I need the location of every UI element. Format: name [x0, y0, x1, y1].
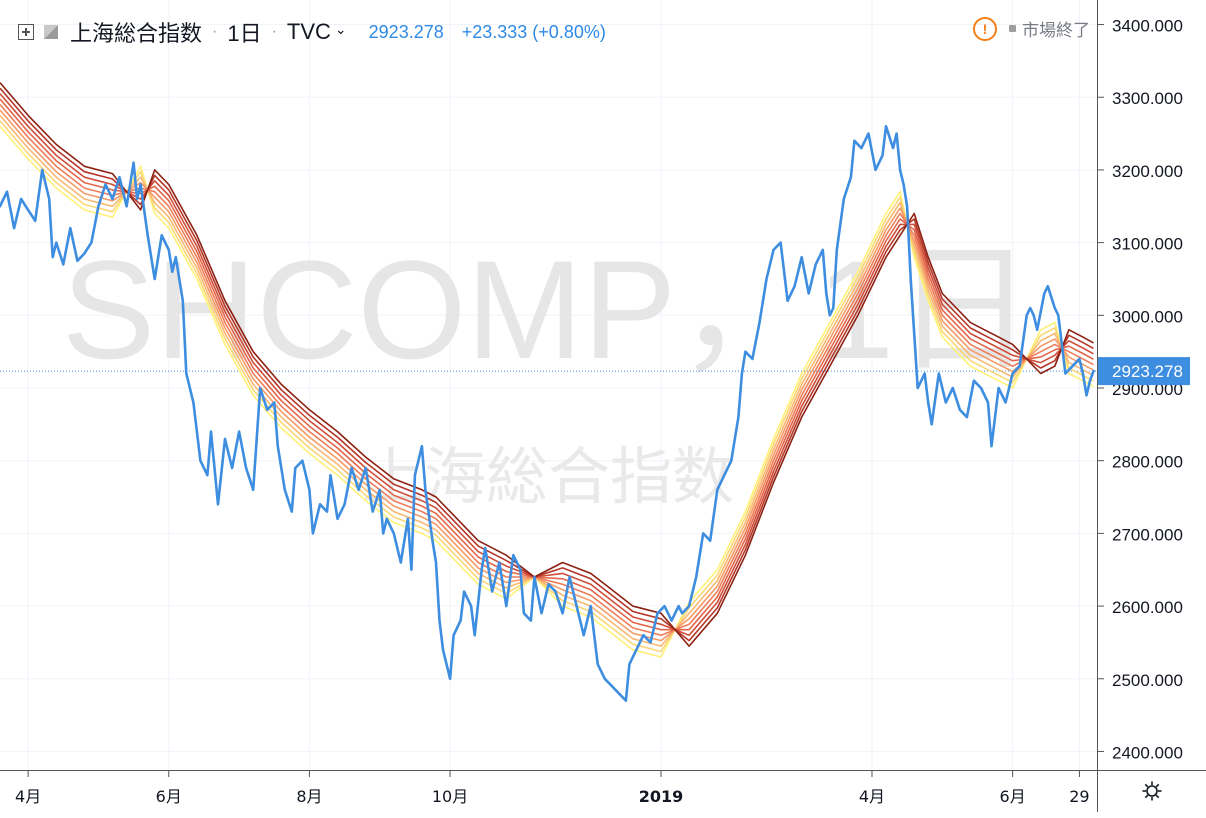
time-tick-label: 10月	[432, 787, 468, 806]
ma-line-5	[0, 103, 1094, 636]
symbol-legend: 上海総合指数 · 1日 · TVC ⌄ 2923.278 +23.333 (+0…	[18, 16, 606, 48]
market-status: ! 市場終了	[973, 16, 1090, 41]
last-value: 2923.278	[368, 21, 444, 42]
watermark-name: 上海総合指数	[362, 440, 734, 513]
symbol-name[interactable]: 上海総合指数	[70, 21, 203, 46]
legend-separator-2: ·	[271, 23, 277, 40]
price-tick-label: 2800.000	[1112, 453, 1183, 472]
price-tick-label: 3100.000	[1112, 235, 1183, 254]
time-tick-label: 4月	[15, 787, 41, 806]
ma-line-8	[0, 87, 1094, 642]
time-axis[interactable]: 4月 6月 8月 10月 2019 4月 6月 29	[0, 770, 1097, 813]
warning-icon[interactable]: !	[973, 16, 997, 41]
ma-line-1	[0, 125, 1094, 658]
symbol-flag-icon	[44, 25, 58, 39]
gear-icon	[1142, 781, 1162, 801]
price-tick-label: 2600.000	[1112, 598, 1183, 617]
time-tick-label: 2019	[639, 787, 684, 806]
price-tick-label: 3300.000	[1112, 89, 1183, 108]
price-line	[0, 125, 1095, 702]
ma-line-6	[0, 98, 1094, 631]
chart-settings-button[interactable]	[1097, 770, 1206, 812]
price-tick-label: 3200.000	[1112, 162, 1183, 181]
legend-separator: ·	[212, 23, 218, 40]
price-axis-svg: 2400.000 2500.000 2600.000 2700.000 2800.000…	[1098, 17, 1190, 762]
chevron-down-icon[interactable]: ⌄	[334, 20, 347, 37]
time-axis-svg: 4月 6月 8月 10月 2019 4月 6月 29	[15, 771, 1090, 806]
price-tick-label: 3400.000	[1112, 17, 1183, 36]
ma-line-9	[0, 82, 1094, 647]
ma-line-4	[0, 109, 1094, 642]
grid-lines	[0, 0, 1097, 770]
chart-svg: SHCOMP，1日 上海総合指数	[0, 0, 1097, 770]
price-tick-label: 3000.000	[1112, 307, 1183, 326]
chart-plot-area[interactable]: SHCOMP，1日 上海総合指数	[0, 0, 1097, 770]
time-tick-label: 4月	[859, 787, 885, 806]
time-tick-label: 8月	[296, 787, 322, 806]
time-tick-label: 6月	[1000, 787, 1026, 806]
last-price-badge	[1098, 357, 1190, 386]
last-price-label: 2923.278	[1112, 362, 1183, 381]
ma-line-7	[0, 93, 1094, 636]
value-change: +23.333 (+0.80%)	[461, 21, 606, 42]
source-label[interactable]: TVC	[286, 19, 331, 44]
price-series	[0, 125, 1095, 702]
price-axis[interactable]: 2400.000 2500.000 2600.000 2700.000 2800.000…	[1097, 0, 1206, 770]
collapse-plus-icon[interactable]	[18, 24, 34, 40]
price-tick-label: 2500.000	[1112, 671, 1183, 690]
time-tick-label: 29	[1069, 787, 1089, 806]
interval-label[interactable]: 1日	[227, 21, 262, 46]
price-tick-label: 2400.000	[1112, 743, 1183, 762]
price-tick-label: 2700.000	[1112, 525, 1183, 544]
status-dot-icon	[1009, 25, 1016, 32]
market-status-text: 市場終了	[1022, 21, 1090, 40]
time-tick-label: 6月	[156, 787, 182, 806]
